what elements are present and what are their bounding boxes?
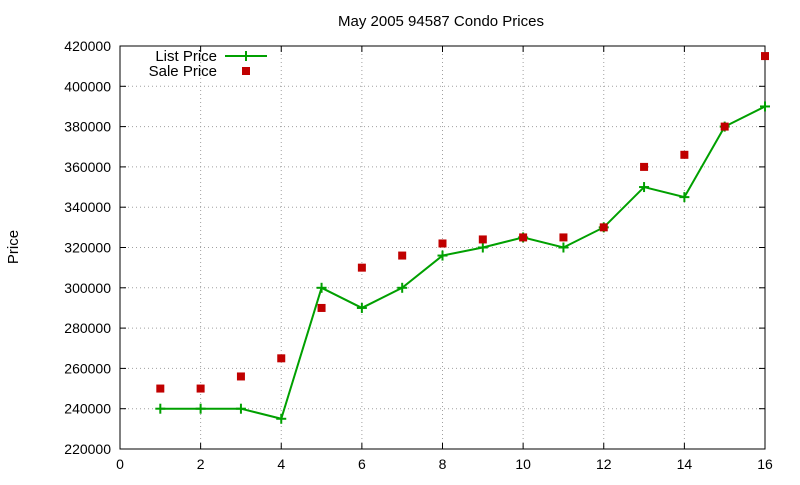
data-point-sale-price [398,251,407,260]
y-tick-label: 320000 [64,240,111,256]
x-tick-label: 10 [515,456,531,472]
y-tick-label: 400000 [64,78,111,94]
x-tick-label: 6 [358,456,366,472]
data-point-list-price [356,302,367,313]
legend-marker-sale-price [242,67,250,75]
x-tick-label: 0 [116,456,124,472]
y-tick-label: 220000 [64,441,111,457]
series-line-list-price [160,105,766,420]
x-tick-label: 4 [277,456,285,472]
legend: List Price Sale Price [149,48,267,80]
y-tick-label: 340000 [64,199,111,215]
legend-label-sale-price: Sale Price [149,63,217,80]
y-tick-label: 360000 [64,159,111,175]
series-list-price [155,101,770,424]
data-point-list-price [276,413,287,424]
x-tick-label: 12 [596,456,612,472]
y-tick-label: 300000 [64,280,111,296]
series-layer [155,52,770,424]
grid-layer [120,46,765,449]
x-tick-label: 2 [197,456,205,472]
y-tick-label: 380000 [64,119,111,135]
data-point-list-price [558,242,569,253]
data-point-sale-price [640,162,649,171]
y-tick-label: 280000 [64,320,111,336]
series-sale-price [156,52,769,393]
y-tick-label: 260000 [64,360,111,376]
data-point-list-price [316,282,327,293]
legend-marker-list-price [241,51,251,61]
data-point-sale-price [761,52,769,61]
legend-label-list-price: List Price [155,48,217,65]
data-point-sale-price [317,303,326,312]
data-point-sale-price [277,354,286,363]
data-point-sale-price [680,150,689,159]
data-point-list-price [639,182,650,193]
data-point-list-price [235,403,246,414]
x-tick-label: 14 [677,456,693,472]
y-tick-label: 240000 [64,401,111,417]
data-point-sale-price [519,233,528,242]
chart-title: May 2005 94587 Condo Prices [338,13,544,30]
y-axis-label: Price [5,230,22,264]
y-tick-label: 420000 [64,38,111,54]
data-point-sale-price [478,235,487,244]
data-point-sale-price [438,239,447,248]
data-point-sale-price [196,384,205,393]
data-point-sale-price [236,372,245,381]
data-point-sale-price [156,384,165,393]
data-point-sale-price [559,233,568,242]
data-point-list-price [437,250,448,261]
x-tick-label: 16 [757,456,773,472]
data-point-sale-price [599,223,608,232]
data-point-sale-price [720,122,729,131]
data-point-list-price [477,242,488,253]
data-point-sale-price [357,263,366,272]
data-point-list-price [155,403,166,414]
x-tick-label: 8 [439,456,447,472]
data-point-list-price [679,192,690,203]
data-point-list-price [397,282,408,293]
ticks-layer: 220000 240000 260000 280000 300000 320000 3400… [64,38,773,472]
data-point-list-price [195,403,206,414]
data-point-list-price [760,101,770,112]
